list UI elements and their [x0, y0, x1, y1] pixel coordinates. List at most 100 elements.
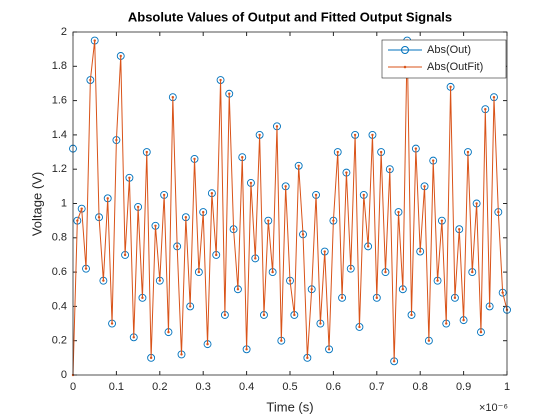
x-axis-label: Time (s)	[266, 399, 313, 414]
legend-label: Abs(OutFit)	[427, 61, 483, 73]
marker-dot	[197, 270, 201, 274]
marker-dot	[97, 216, 101, 219]
y-tick-label: 1.2	[52, 163, 67, 175]
marker-dot	[297, 164, 300, 167]
y-tick-label: 0	[61, 369, 67, 381]
marker-dot	[210, 192, 214, 195]
marker-dot	[379, 150, 383, 154]
x-tick-label: 1	[504, 381, 510, 393]
marker-dot	[492, 95, 496, 99]
marker-dot	[319, 322, 322, 325]
x-tick-label: 0.1	[109, 381, 124, 393]
marker-dot	[132, 336, 135, 339]
marker-dot	[310, 288, 313, 291]
legend-marker	[401, 46, 409, 54]
marker-dot	[193, 157, 196, 161]
marker-dot	[423, 185, 426, 188]
marker-dot	[445, 322, 448, 325]
marker-dot	[471, 270, 474, 274]
marker-dot	[414, 147, 418, 150]
marker-dot	[115, 138, 118, 142]
marker-dot	[284, 185, 287, 188]
y-axis-label: Voltage (V)	[29, 172, 44, 236]
legend-box	[381, 39, 507, 79]
marker-dot	[76, 219, 79, 222]
marker-dot	[236, 288, 240, 291]
marker-dot	[245, 348, 248, 351]
marker-dot	[154, 224, 157, 227]
marker-dot	[388, 168, 392, 171]
marker-dot	[254, 257, 257, 260]
marker-dot	[215, 253, 218, 257]
marker-dot	[306, 356, 309, 360]
marker-dot	[488, 305, 491, 308]
marker-dot	[384, 270, 387, 274]
marker-dot	[458, 228, 461, 231]
marker-dot	[262, 313, 266, 317]
marker-dot	[241, 155, 244, 159]
x-tick-label: 0.6	[326, 381, 341, 393]
marker-dot	[202, 210, 205, 214]
marker-dot	[110, 322, 114, 325]
marker-dot	[171, 95, 175, 99]
marker-dot	[358, 325, 361, 329]
y-tick-label: 0.6	[52, 266, 67, 278]
chart-title: Absolute Values of Output and Fitted Out…	[128, 9, 452, 24]
marker-dot	[136, 205, 140, 209]
y-tick-label: 0.4	[52, 300, 67, 312]
marker-dot	[371, 133, 374, 137]
marker-dot	[180, 353, 183, 356]
marker-dot	[80, 207, 83, 210]
marker-dot	[141, 296, 144, 300]
marker-dot	[462, 318, 465, 322]
x-tick-label: 0.3	[196, 381, 211, 393]
marker-dot	[149, 356, 153, 360]
x-tick-label: 0	[70, 381, 76, 393]
marker-dot	[479, 330, 483, 334]
marker-dot	[484, 107, 487, 111]
x-tick-label: 0.4	[239, 381, 254, 393]
marker-dot	[345, 171, 348, 174]
marker-dot	[501, 291, 504, 294]
marker-dot	[475, 202, 478, 205]
marker-dot	[419, 250, 422, 253]
marker-dot	[119, 54, 122, 58]
marker-dot	[280, 339, 283, 342]
marker-dot	[327, 348, 331, 351]
marker-dot	[223, 313, 227, 317]
marker-dot	[158, 279, 161, 282]
x-exponent: ×10⁻⁶	[479, 402, 508, 414]
marker-dot	[362, 193, 365, 197]
y-tick-label: 1.8	[52, 60, 67, 72]
x-tick-label: 0.9	[456, 381, 471, 393]
marker-dot	[145, 150, 148, 154]
marker-dot	[397, 210, 400, 214]
marker-dot	[410, 313, 413, 317]
marker-dot	[232, 228, 235, 231]
marker-dot	[249, 181, 253, 185]
marker-dot	[219, 78, 222, 82]
marker-dot	[314, 193, 318, 197]
marker-dot	[366, 245, 370, 248]
marker-dot	[301, 233, 305, 236]
y-tick-label: 1.4	[52, 129, 67, 141]
plot-frame	[72, 31, 508, 376]
marker-dot	[353, 133, 357, 137]
y-tick-label: 2	[61, 26, 67, 38]
marker-dot	[258, 133, 261, 137]
marker-dot	[497, 210, 500, 214]
y-tick-label: 0.2	[52, 335, 67, 347]
marker-dot	[288, 279, 292, 282]
marker-dot	[89, 78, 92, 82]
marker-dot	[271, 270, 274, 274]
marker-dot	[375, 296, 378, 300]
marker-dot	[188, 305, 192, 308]
x-tick-label: 0.5	[282, 381, 297, 393]
marker-dot	[106, 197, 109, 200]
marker-dot	[449, 85, 452, 89]
marker-dot	[175, 245, 179, 248]
marker-dot	[228, 92, 231, 95]
y-tick-label: 1.6	[52, 95, 67, 107]
legend-marker	[403, 65, 407, 69]
